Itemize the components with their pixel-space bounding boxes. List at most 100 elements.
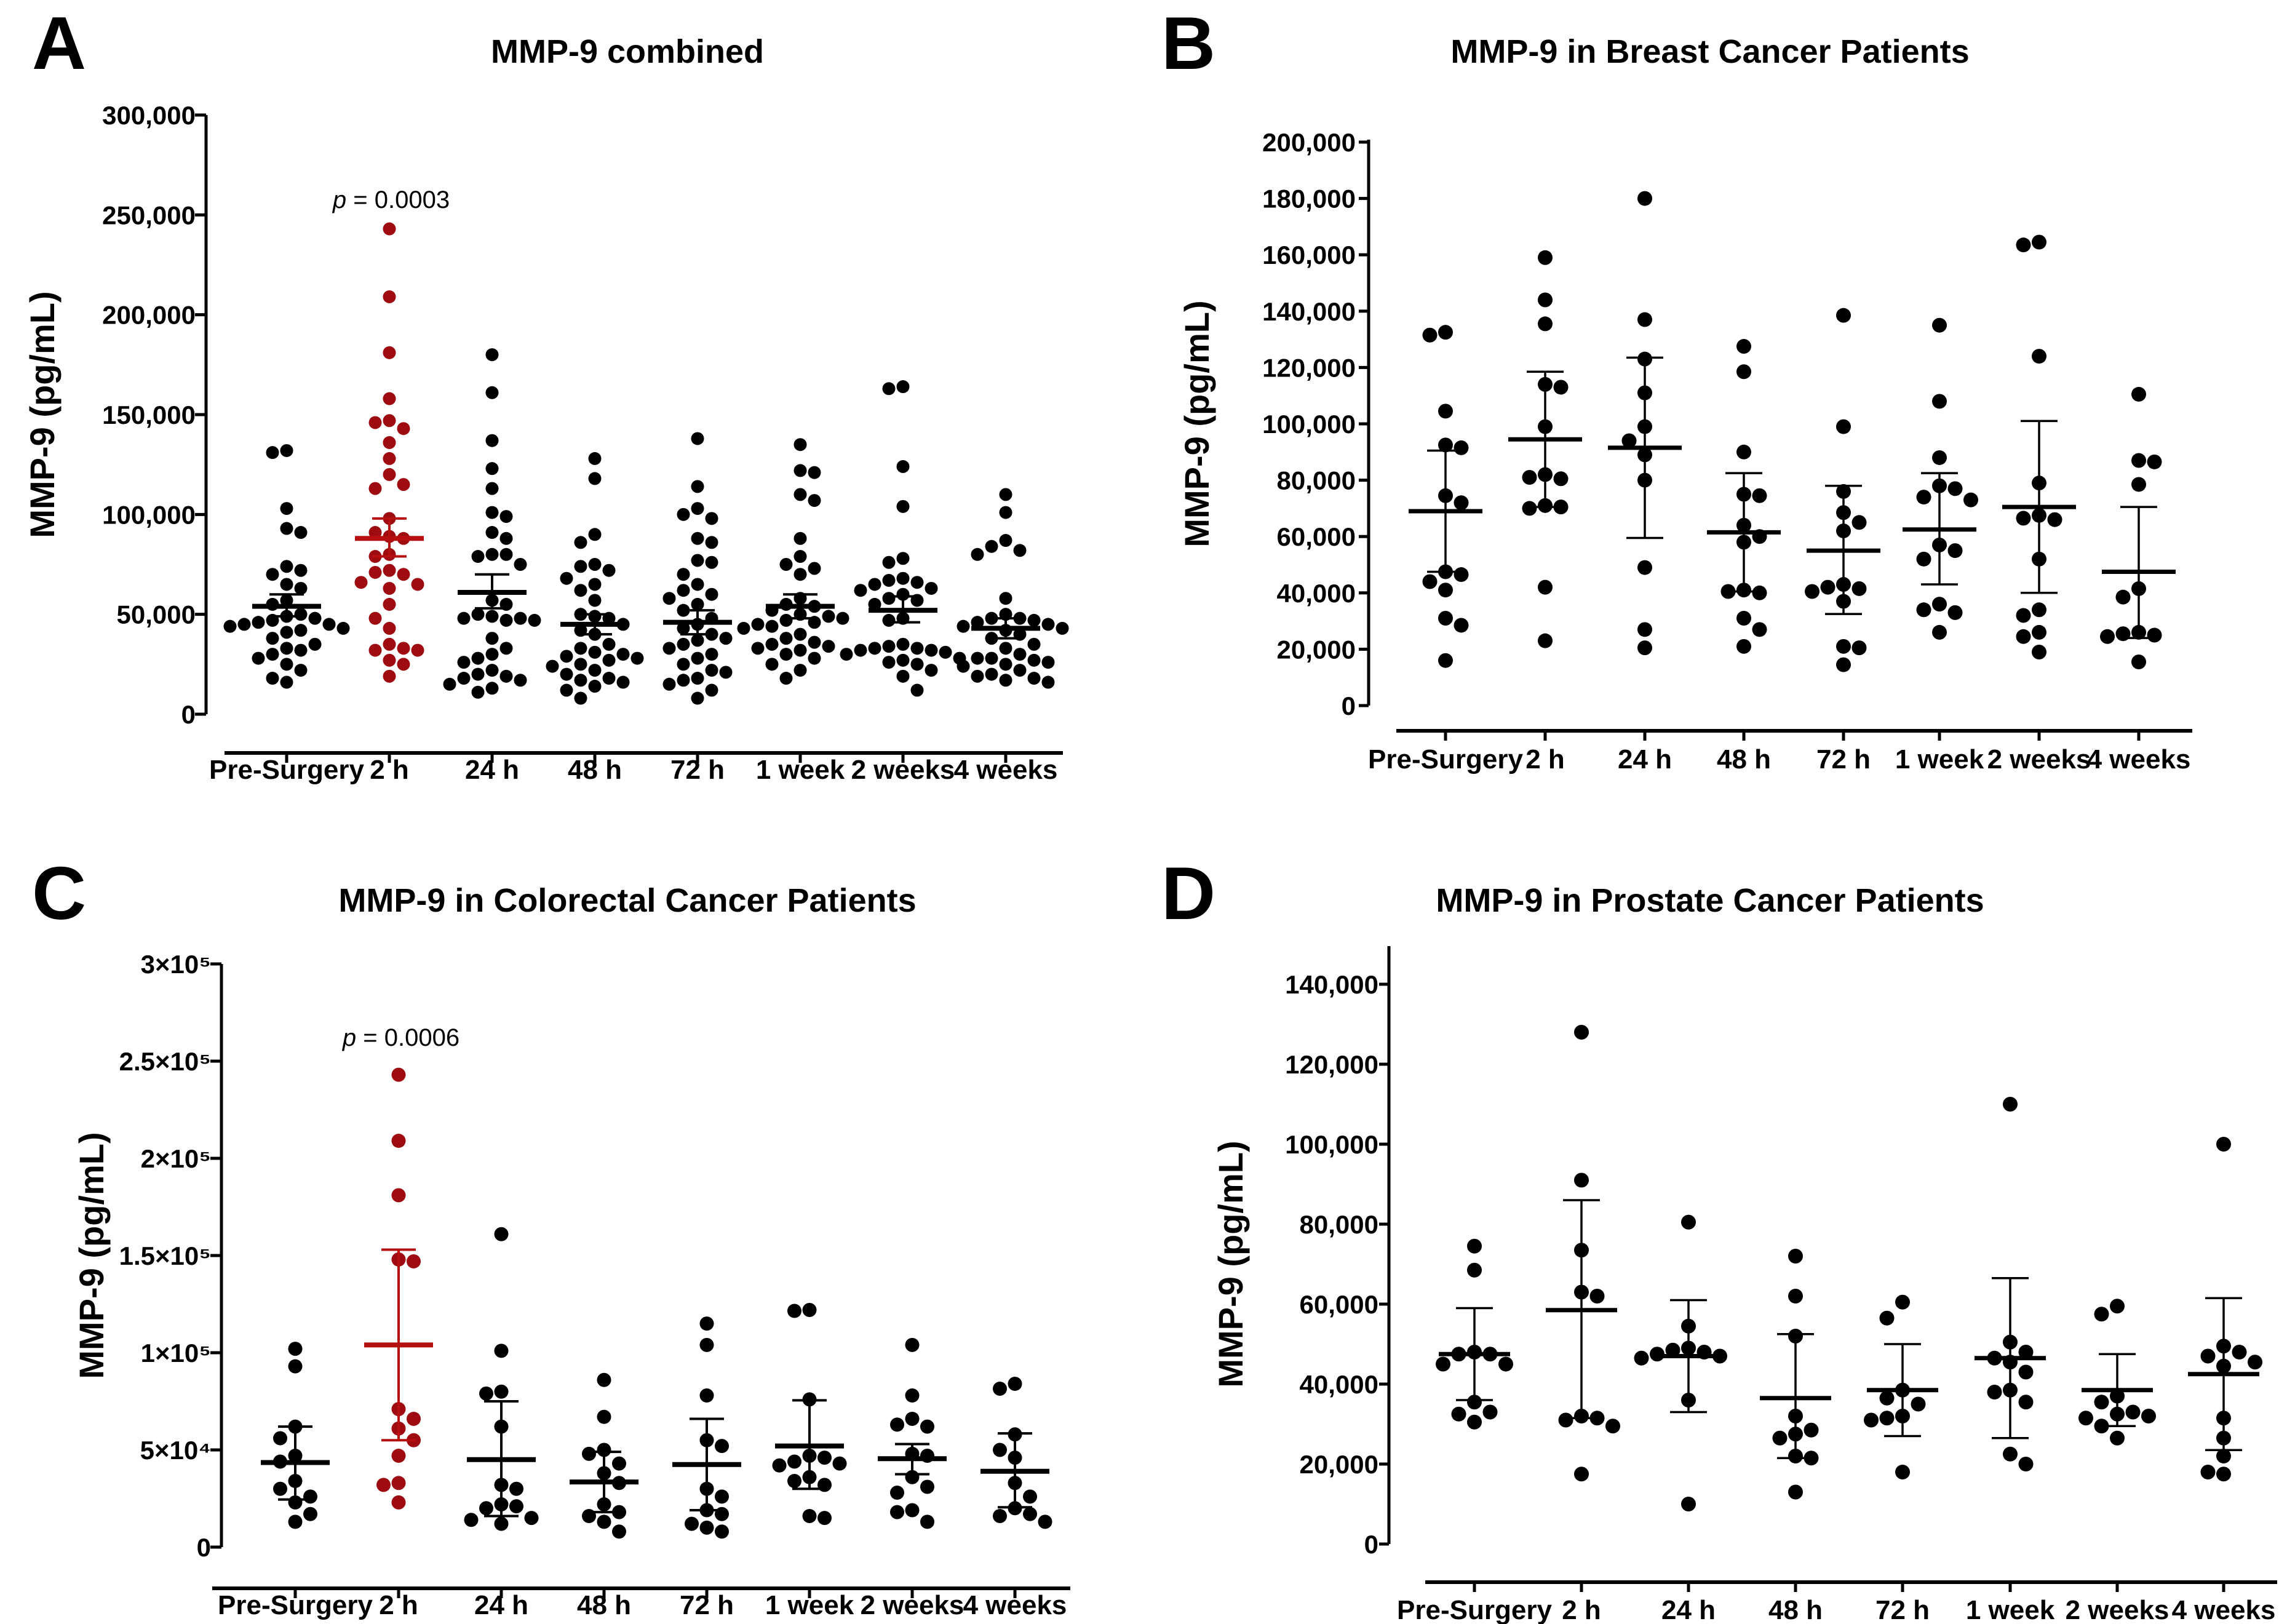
data-point — [1589, 1289, 1605, 1304]
data-point — [514, 611, 527, 625]
data-point — [772, 1458, 787, 1473]
data-point — [882, 613, 896, 627]
x-tick-label: 48 h — [1717, 744, 1771, 774]
data-point — [882, 656, 896, 669]
data-point — [765, 637, 779, 651]
data-point — [1027, 613, 1041, 627]
data-point — [1736, 339, 1751, 354]
data-point — [1467, 1238, 1482, 1254]
panel-letter-A: A — [32, 1, 86, 85]
data-point — [383, 563, 396, 577]
panel-title: MMP-9 in Prostate Cancer Patients — [1436, 882, 1984, 919]
panel-title: MMP-9 in Breast Cancer Patients — [1450, 33, 1969, 70]
data-point — [890, 1505, 904, 1519]
data-point — [2147, 627, 2162, 643]
data-point — [499, 531, 513, 545]
data-point — [602, 637, 616, 651]
data-point — [1851, 640, 1867, 656]
data-point — [957, 659, 970, 673]
y-tick-label: 2.5×10⁵ — [119, 1047, 211, 1076]
x-tick-label: 2 h — [1525, 744, 1565, 774]
x-tick-label: 2 h — [370, 755, 409, 785]
data-point — [237, 618, 251, 631]
data-point — [2216, 1137, 2231, 1152]
data-point — [499, 613, 513, 627]
data-point — [1498, 1356, 1513, 1372]
data-point — [280, 626, 293, 639]
data-point — [985, 539, 998, 553]
data-point — [546, 659, 559, 673]
data-point — [266, 446, 279, 460]
data-point — [485, 434, 499, 447]
data-point — [383, 669, 396, 683]
data-point — [2110, 1299, 2125, 1314]
data-point — [808, 494, 821, 507]
data-point — [397, 422, 410, 436]
data-point — [1438, 583, 1453, 598]
y-tick-label: 200,000 — [1262, 128, 1356, 157]
data-point — [471, 667, 485, 681]
data-point — [376, 1478, 391, 1492]
data-point — [1041, 618, 1055, 631]
data-point — [1681, 1497, 1696, 1511]
data-point — [485, 632, 499, 645]
data-point — [905, 1503, 920, 1518]
data-point — [999, 592, 1012, 605]
data-point — [443, 677, 456, 691]
group-24-h — [1608, 191, 1682, 656]
data-point — [662, 677, 676, 691]
data-point — [273, 1431, 287, 1446]
data-point — [685, 1516, 699, 1531]
data-point — [999, 674, 1012, 687]
data-point — [1665, 1342, 1680, 1358]
data-point — [751, 618, 765, 631]
group-2-h — [1546, 1025, 1620, 1482]
data-point — [574, 642, 587, 655]
y-tick-label: 20,000 — [1277, 635, 1356, 664]
y-tick-label: 1.5×10⁵ — [119, 1241, 211, 1270]
data-point — [993, 1508, 1007, 1523]
data-point — [1836, 308, 1851, 323]
data-point — [1553, 471, 1569, 487]
data-point — [1027, 672, 1041, 685]
data-point — [910, 642, 924, 655]
x-tick-label: 2 weeks — [851, 755, 955, 785]
data-point — [280, 578, 293, 591]
data-point — [560, 683, 573, 697]
data-point — [485, 482, 499, 495]
data-point — [294, 581, 308, 595]
x-tick-label: 48 h — [577, 1590, 631, 1620]
data-point — [1637, 560, 1652, 575]
y-tick-label: 60,000 — [1277, 522, 1356, 551]
data-point — [2094, 1307, 2109, 1322]
group-2-h — [1508, 250, 1582, 648]
data-point — [793, 643, 807, 657]
y-axis-label: MMP-9 (pg/mL) — [23, 291, 62, 538]
x-tick-label: 24 h — [1661, 1595, 1716, 1624]
x-tick-label: 2 weeks — [1987, 744, 2091, 774]
y-tick-label: 0 — [197, 1533, 211, 1562]
data-point — [854, 584, 867, 597]
data-point — [868, 597, 881, 611]
data-point — [1864, 1412, 1879, 1428]
data-point — [808, 562, 821, 575]
data-point — [779, 558, 793, 571]
data-point — [397, 658, 410, 671]
data-point — [882, 592, 896, 605]
data-point — [957, 619, 970, 633]
data-point — [822, 610, 835, 623]
data-point — [699, 1520, 714, 1535]
data-point — [705, 683, 718, 697]
data-point — [793, 664, 807, 677]
data-point — [787, 1454, 801, 1469]
data-point — [560, 571, 573, 585]
data-point — [905, 1411, 920, 1426]
data-point — [999, 534, 1012, 547]
data-point — [1621, 433, 1637, 448]
data-point — [1438, 653, 1453, 668]
data-point — [1736, 444, 1751, 460]
data-point — [787, 1304, 801, 1318]
data-point — [1736, 639, 1751, 654]
data-point — [890, 1486, 904, 1500]
